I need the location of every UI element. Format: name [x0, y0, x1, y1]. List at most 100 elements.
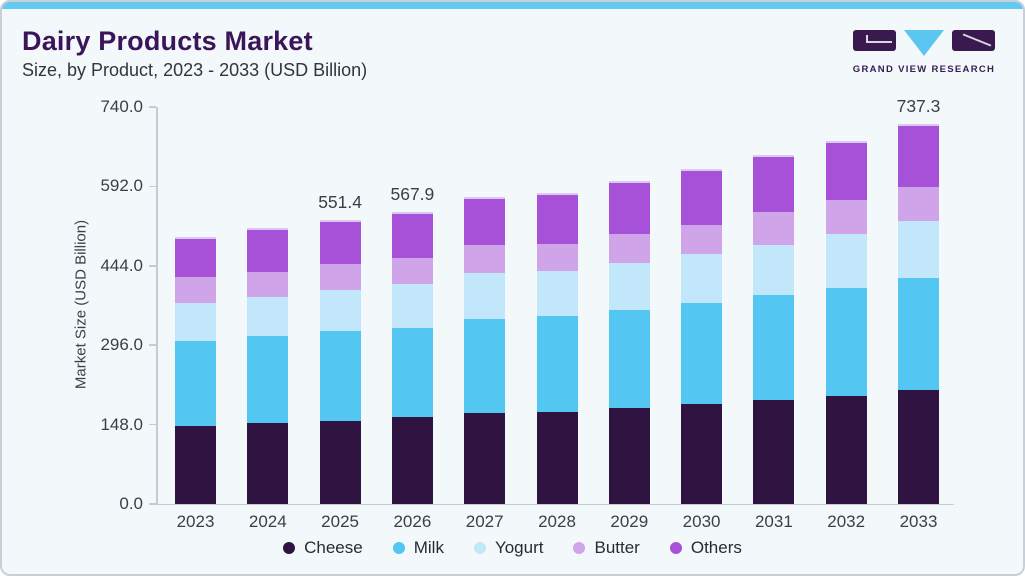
y-tick [149, 503, 156, 505]
y-axis-title: Market Size (USD Billion) [72, 219, 90, 390]
legend-item-others: Others [669, 538, 742, 558]
x-axis-label: 2024 [248, 512, 287, 531]
bar-segment-milk [319, 330, 361, 421]
y-tick [149, 423, 156, 426]
bar-2031 [753, 155, 795, 504]
bar-2026 [391, 211, 433, 504]
bar-segment-butter [608, 234, 650, 264]
bar-segment-others [175, 237, 216, 278]
y-axis-line [156, 107, 158, 504]
y-tick [149, 344, 156, 346]
bar-value-label: 567.9 [390, 183, 435, 204]
bar-value-label: 551.4 [318, 192, 362, 213]
bar-segment-milk [608, 309, 650, 409]
bar-segment-yogurt [608, 263, 650, 310]
legend-swatch-icon [473, 542, 486, 554]
bar-2030 [681, 169, 723, 504]
logo-shapes [851, 30, 997, 57]
bar-segment-cheese [247, 423, 289, 504]
y-tick-label: 296.0 [100, 335, 143, 355]
bar-2033 [898, 124, 939, 504]
bar-segment-cheese [391, 417, 433, 504]
bar-segment-milk [175, 340, 216, 426]
y-tick [149, 106, 156, 108]
logo-r-block [952, 30, 995, 51]
bar-segment-butter [319, 264, 361, 290]
bar-2025 [319, 220, 361, 504]
plot-area: 0.0 148.0 296.0 444.0 592.0 740.0 2023 2024 2025… [100, 96, 954, 531]
bar-segment-yogurt [391, 284, 433, 329]
bar-segment-cheese [681, 404, 723, 504]
chart-subtitle: Size, by Product, 2023 - 2033 (USD Billi… [22, 60, 368, 80]
y-tick [149, 185, 156, 188]
x-axis-label: 2028 [538, 512, 576, 531]
legend-label: Cheese [304, 538, 363, 557]
bar-2028 [536, 192, 578, 504]
logo-v-triangle-icon [904, 30, 944, 56]
bar-segment-cheese [825, 395, 867, 504]
bar-segment-milk [681, 302, 723, 405]
bar-segment-butter [536, 243, 578, 272]
x-axis-line [156, 503, 954, 505]
bar-2029 [608, 181, 650, 504]
bar-segment-butter [753, 211, 795, 246]
logo-g-glyph-icon [866, 35, 892, 43]
bar-segment-butter [681, 224, 723, 255]
bar-segment-yogurt [536, 271, 578, 316]
x-axis-label: 2030 [682, 512, 721, 531]
bar-segment-cheese [319, 420, 361, 504]
bar-segment-others [608, 181, 650, 235]
bar-segment-others [898, 124, 939, 188]
bar-segment-cheese [464, 412, 506, 504]
legend-label: Yogurt [494, 538, 544, 557]
x-axis-label: 2032 [827, 512, 866, 531]
bar-segment-cheese [898, 389, 939, 504]
legend-swatch-icon [669, 542, 682, 554]
y-tick-label: 740.0 [100, 97, 143, 116]
top-accent-bar [2, 2, 1023, 9]
bar-segment-milk [753, 295, 795, 401]
bar-2024 [247, 227, 289, 504]
logo-g-block [853, 30, 896, 51]
y-tick-label: 148.0 [100, 414, 143, 434]
bar-2032 [825, 141, 867, 504]
chart-title: Dairy Products Market [22, 26, 313, 56]
bar-segment-others [319, 220, 361, 265]
bar-segment-yogurt [319, 289, 361, 331]
bar-value-label: 737.3 [896, 96, 941, 117]
bar-segment-others [753, 155, 795, 212]
bar-segment-yogurt [247, 296, 289, 336]
bar-segment-others [681, 169, 723, 225]
bar-segment-cheese [753, 400, 795, 504]
bar-segment-cheese [608, 408, 650, 504]
bar-segment-others [391, 211, 433, 258]
legend-swatch-icon [283, 542, 296, 554]
bar-segment-yogurt [464, 272, 506, 319]
x-axis-label: 2033 [899, 512, 938, 531]
legend-label: Others [690, 538, 742, 557]
legend-item-butter: Butter [573, 538, 640, 558]
x-axis-label: 2023 [176, 512, 215, 531]
legend-item-cheese: Cheese [283, 538, 363, 558]
bar-segment-milk [536, 315, 578, 412]
bar-segment-others [825, 141, 867, 201]
bar-segment-milk [464, 318, 506, 413]
legend-label: Milk [413, 538, 444, 557]
bar-segment-others [247, 227, 289, 272]
y-tick [149, 265, 156, 267]
bar-segment-cheese [536, 411, 578, 504]
legend-item-yogurt: Yogurt [473, 538, 544, 558]
bar-segment-others [464, 196, 506, 245]
x-axis-label: 2026 [393, 512, 432, 531]
bar-segment-yogurt [898, 221, 939, 278]
bar-segment-butter [464, 244, 506, 273]
y-tick-label: 0.0 [119, 494, 143, 513]
bar-segment-butter [391, 257, 433, 285]
legend-swatch-icon [573, 542, 586, 554]
x-axis-label: 2029 [610, 512, 649, 531]
logo-text: GRAND VIEW RESEARCH [852, 64, 996, 75]
legend-label: Butter [594, 538, 640, 557]
bar-2027 [464, 196, 506, 504]
bar-segment-milk [247, 335, 289, 424]
